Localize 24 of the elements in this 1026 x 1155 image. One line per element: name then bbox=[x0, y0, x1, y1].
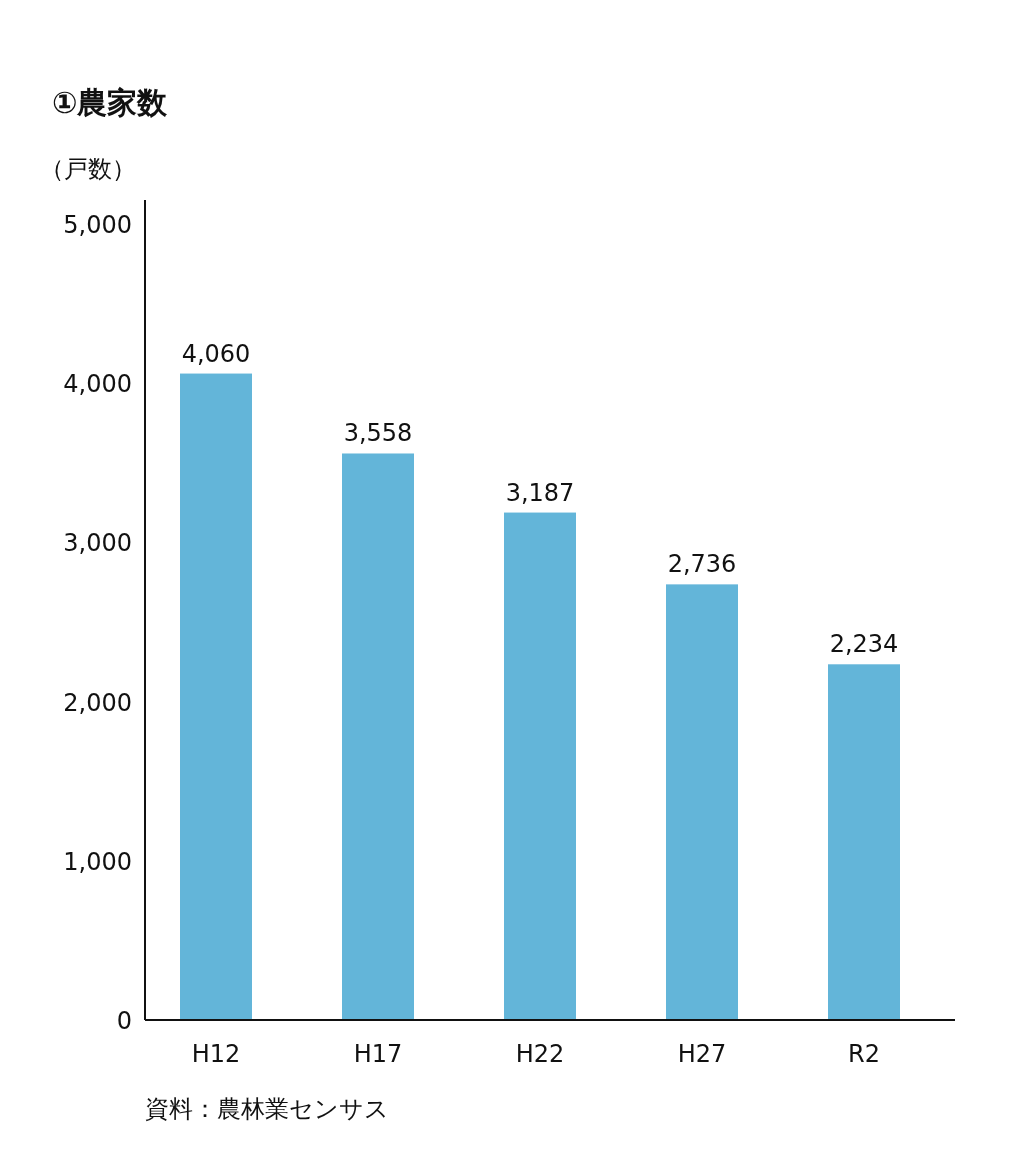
x-tick-label: H27 bbox=[677, 1040, 727, 1068]
bar bbox=[180, 373, 252, 1020]
y-tick-label: 5,000 bbox=[63, 210, 132, 239]
y-tick-label: 1,000 bbox=[63, 847, 132, 876]
x-tick-label: H22 bbox=[515, 1040, 565, 1068]
data-label: 2,736 bbox=[667, 550, 737, 579]
y-tick-label: 0 bbox=[116, 1007, 132, 1035]
bar bbox=[666, 584, 738, 1020]
x-tick-label: H12 bbox=[191, 1040, 241, 1068]
y-tick-label: 2,000 bbox=[63, 688, 132, 717]
data-label: 3,187 bbox=[505, 478, 575, 507]
y-axis-title: （戸数） bbox=[40, 155, 136, 183]
data-label: 3,558 bbox=[343, 419, 413, 448]
text: 資料：農林業センサス bbox=[145, 1095, 389, 1123]
bar bbox=[342, 453, 414, 1020]
y-tick-label: 4,000 bbox=[63, 370, 132, 399]
chart-title: ①農家数 bbox=[52, 85, 169, 120]
bar bbox=[504, 512, 576, 1020]
x-tick-label: H17 bbox=[353, 1040, 403, 1068]
bar bbox=[828, 664, 900, 1020]
y-tick-label: 3,000 bbox=[63, 529, 132, 558]
data-label: 2,234 bbox=[829, 630, 899, 659]
x-tick-label: R2 bbox=[848, 1040, 880, 1068]
data-label: 4,060 bbox=[181, 339, 251, 368]
